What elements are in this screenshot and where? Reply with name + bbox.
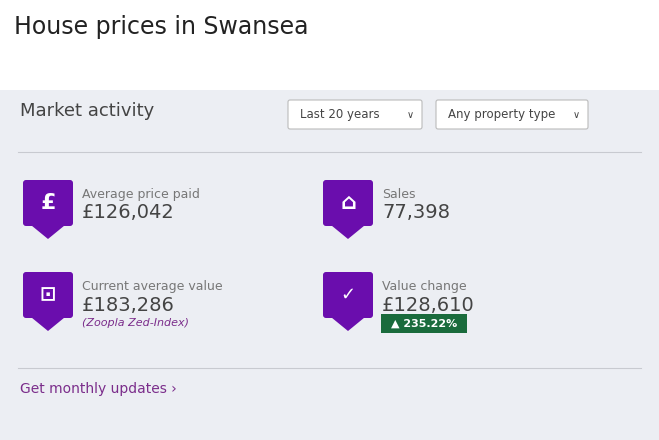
Text: (Zoopla Zed-Index): (Zoopla Zed-Index) [82,318,189,328]
Polygon shape [26,221,70,239]
Text: Average price paid: Average price paid [82,188,200,201]
FancyBboxPatch shape [381,314,467,333]
FancyBboxPatch shape [0,90,659,440]
Text: £126,042: £126,042 [82,203,175,222]
Polygon shape [26,313,70,331]
Text: Sales: Sales [382,188,416,201]
Text: ▲ 235.22%: ▲ 235.22% [391,319,457,329]
Text: Market activity: Market activity [20,102,154,120]
Polygon shape [326,313,370,331]
Text: ✓: ✓ [341,286,356,304]
Text: Any property type: Any property type [448,108,556,121]
Text: Last 20 years: Last 20 years [300,108,380,121]
FancyBboxPatch shape [23,180,73,226]
Text: Get monthly updates ›: Get monthly updates › [20,382,177,396]
Text: ⌂: ⌂ [340,193,356,213]
FancyBboxPatch shape [323,180,373,226]
FancyBboxPatch shape [323,272,373,318]
Text: ⊡: ⊡ [40,286,56,304]
Text: 77,398: 77,398 [382,203,450,222]
Text: ∨: ∨ [407,110,414,120]
Text: £128,610: £128,610 [382,296,474,315]
Polygon shape [326,221,370,239]
Text: House prices in Swansea: House prices in Swansea [14,15,308,39]
FancyBboxPatch shape [436,100,588,129]
Text: Current average value: Current average value [82,280,223,293]
Text: £183,286: £183,286 [82,296,175,315]
FancyBboxPatch shape [288,100,422,129]
Text: Value change: Value change [382,280,467,293]
Text: ∨: ∨ [573,110,579,120]
Text: £: £ [40,193,56,213]
FancyBboxPatch shape [23,272,73,318]
